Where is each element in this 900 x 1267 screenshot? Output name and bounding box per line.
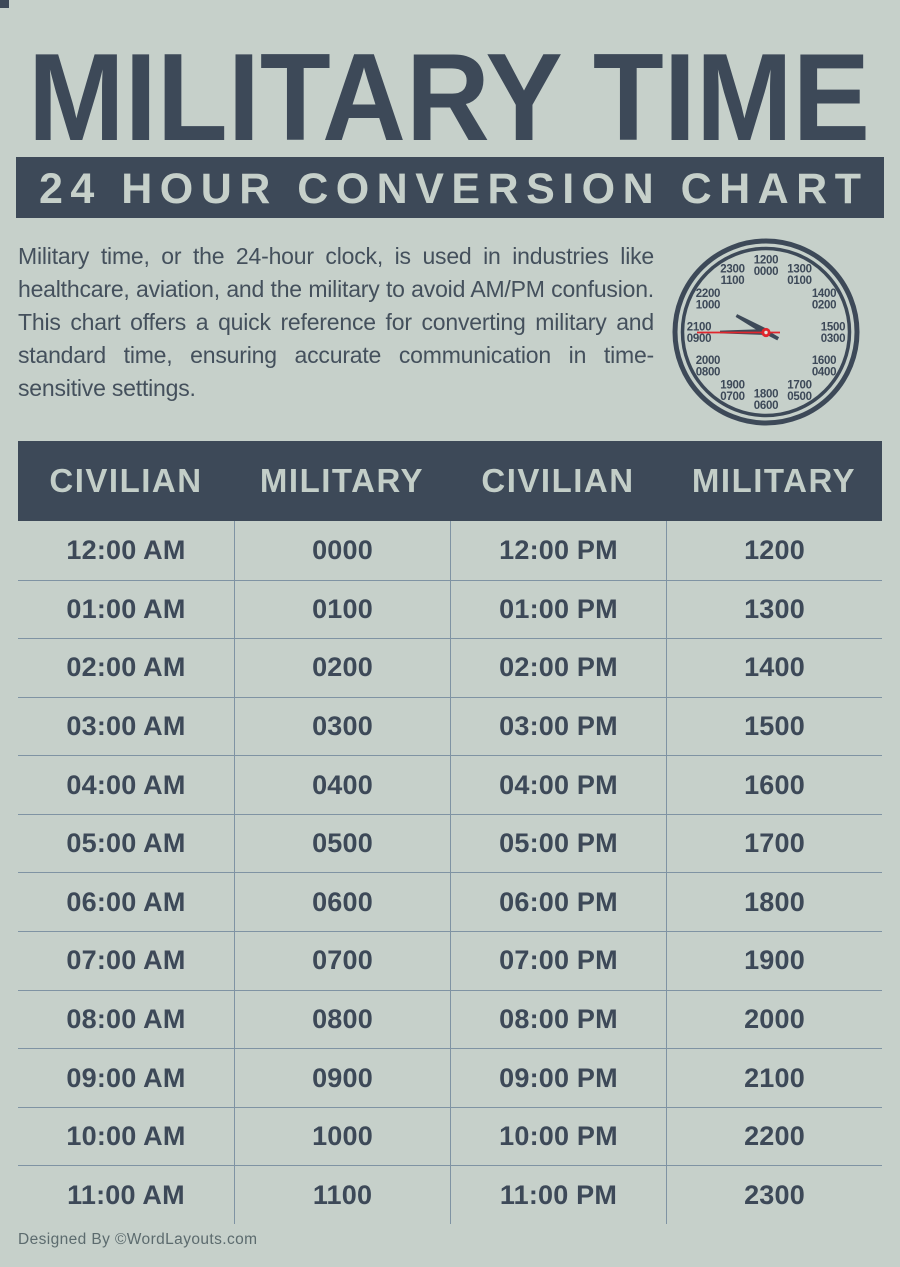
table-cell: 1900 <box>666 932 882 990</box>
table-cell: 0100 <box>234 580 450 639</box>
table-cell: 02:00 PM <box>450 639 666 697</box>
header-civilian-1: CIVILIAN <box>49 462 203 499</box>
header-military-2: MILITARY <box>691 462 857 499</box>
clock-inner-ring <box>680 246 852 418</box>
table-row: 10:00 AM 1000 10:00 PM 2200 <box>18 1106 882 1166</box>
table-cell: 0000 <box>234 521 450 580</box>
clock-label: 1500 0300 <box>821 322 845 346</box>
table-cell: 1700 <box>666 814 882 873</box>
table-cell: 0900 <box>234 1049 450 1107</box>
clock-label: 1400 0200 <box>812 288 836 312</box>
table-cell: 2200 <box>666 1107 882 1166</box>
table-header-row: CIVILIAN MILITARY CIVILIAN MILITARY <box>18 441 882 521</box>
table-cell: 11:00 PM <box>450 1166 666 1224</box>
table-cell: 01:00 AM <box>66 593 186 624</box>
table-row: 05:00 AM 0500 05:00 PM 1700 <box>18 813 882 873</box>
table-row: 03:00 AM 0300 03:00 PM 1500 <box>18 696 882 756</box>
page-title-svg: MILITARY TIME <box>28 29 870 167</box>
table-cell: 1200 <box>666 521 882 580</box>
table-row: 11:00 AM 1100 11:00 PM 2300 <box>18 1165 882 1224</box>
header-military-1: MILITARY <box>259 462 425 499</box>
table-cell: 12:00 PM <box>450 521 666 580</box>
table-cell: 1400 <box>666 639 882 697</box>
table-cell: 0300 <box>234 697 450 756</box>
table-cell: 08:00 AM <box>66 1003 186 1034</box>
table-cell: 0500 <box>234 814 450 873</box>
table-row: 02:00 AM 0200 02:00 PM 1400 <box>18 638 882 697</box>
subtitle-text: 24 HOUR CONVERSION CHART <box>39 165 861 213</box>
table-cell: 1800 <box>666 873 882 932</box>
clock-label: 2100 0900 <box>687 322 711 346</box>
clock-label: 1700 0500 <box>787 380 811 404</box>
conversion-table: CIVILIAN MILITARY CIVILIAN MILITARY 12:0… <box>18 441 882 1224</box>
table-body: 12:00 AM 0000 12:00 PM 1200 01:00 AM 0100 01:0… <box>18 521 882 1224</box>
table-cell: 05:00 PM <box>450 814 666 873</box>
table-cell: 1600 <box>666 756 882 814</box>
clock-label: 2000 0800 <box>696 355 720 379</box>
page-title: MILITARY TIME <box>26 29 874 167</box>
footer-credit: Designed By ©WordLayouts.com <box>18 1231 258 1248</box>
table-cell: 0800 <box>234 990 450 1049</box>
table-cell: 04:00 AM <box>66 769 186 800</box>
table-cell: 11:00 AM <box>67 1179 185 1210</box>
clock-label: 2300 1100 <box>720 263 744 287</box>
corner-artifact <box>0 0 9 8</box>
clock-24h-diagram: 1200 0000 1300 0100 1400 0200 1500 0300 1600 0400… <box>666 232 866 432</box>
clock-label: 2200 1000 <box>696 288 720 312</box>
clock-hands <box>697 314 780 341</box>
table-cell: 2100 <box>666 1049 882 1107</box>
description-text: Military time, or the 24-hour clock, is … <box>18 243 654 401</box>
table-cell: 2300 <box>666 1166 882 1224</box>
table-cell: 1100 <box>234 1166 450 1224</box>
clock-hub-center <box>764 330 768 335</box>
clock-label: 1800 0600 <box>754 389 778 413</box>
subtitle-bar: 24 HOUR CONVERSION CHART <box>16 157 884 218</box>
table-cell: 09:00 AM <box>66 1062 186 1093</box>
table-row: 08:00 AM 0800 08:00 PM 2000 <box>18 989 882 1049</box>
table-cell: 08:00 PM <box>450 990 666 1049</box>
table-row: 01:00 AM 0100 01:00 PM 1300 <box>18 579 882 639</box>
page-title-text: MILITARY TIME <box>28 50 870 150</box>
table-cell: 1300 <box>666 580 882 639</box>
table-cell: 1500 <box>666 697 882 756</box>
table-row: 07:00 AM 0700 07:00 PM 1900 <box>18 931 882 990</box>
table-cell: 12:00 AM <box>66 534 186 565</box>
table-cell: 2000 <box>666 990 882 1049</box>
table-row: 09:00 AM 0900 09:00 PM 2100 <box>18 1048 882 1107</box>
table-row: 12:00 AM 0000 12:00 PM 1200 <box>18 521 882 580</box>
clock-label: 1200 0000 <box>754 255 778 279</box>
table-cell: 02:00 AM <box>66 652 186 683</box>
table-cell: 07:00 PM <box>450 932 666 990</box>
table-cell: 10:00 PM <box>450 1107 666 1166</box>
clock-label: 1300 0100 <box>787 263 811 287</box>
table-cell: 03:00 AM <box>66 711 186 742</box>
header-civilian-2: CIVILIAN <box>481 462 635 499</box>
clock-label: 1600 0400 <box>812 355 836 379</box>
clock-outer-ring <box>672 238 860 426</box>
table-cell: 10:00 AM <box>66 1121 186 1152</box>
table-cell: 09:00 PM <box>450 1049 666 1107</box>
subtitle-svg: 24 HOUR CONVERSION CHART <box>39 165 861 213</box>
table-cell: 04:00 PM <box>450 756 666 814</box>
table-cell: 03:00 PM <box>450 697 666 756</box>
table-cell: 01:00 PM <box>450 580 666 639</box>
clock-label: 1900 0700 <box>720 380 744 404</box>
table-cell: 0200 <box>234 639 450 697</box>
table-cell: 0700 <box>234 932 450 990</box>
table-row: 04:00 AM 0400 04:00 PM 1600 <box>18 755 882 814</box>
table-cell: 1000 <box>234 1107 450 1166</box>
table-cell: 07:00 AM <box>66 945 186 976</box>
table-cell: 0600 <box>234 873 450 932</box>
table-cell: 06:00 AM <box>66 886 186 917</box>
table-row: 06:00 AM 0600 06:00 PM 1800 <box>18 872 882 932</box>
table-cell: 05:00 AM <box>66 828 186 859</box>
table-cell: 0400 <box>234 756 450 814</box>
table-cell: 06:00 PM <box>450 873 666 932</box>
